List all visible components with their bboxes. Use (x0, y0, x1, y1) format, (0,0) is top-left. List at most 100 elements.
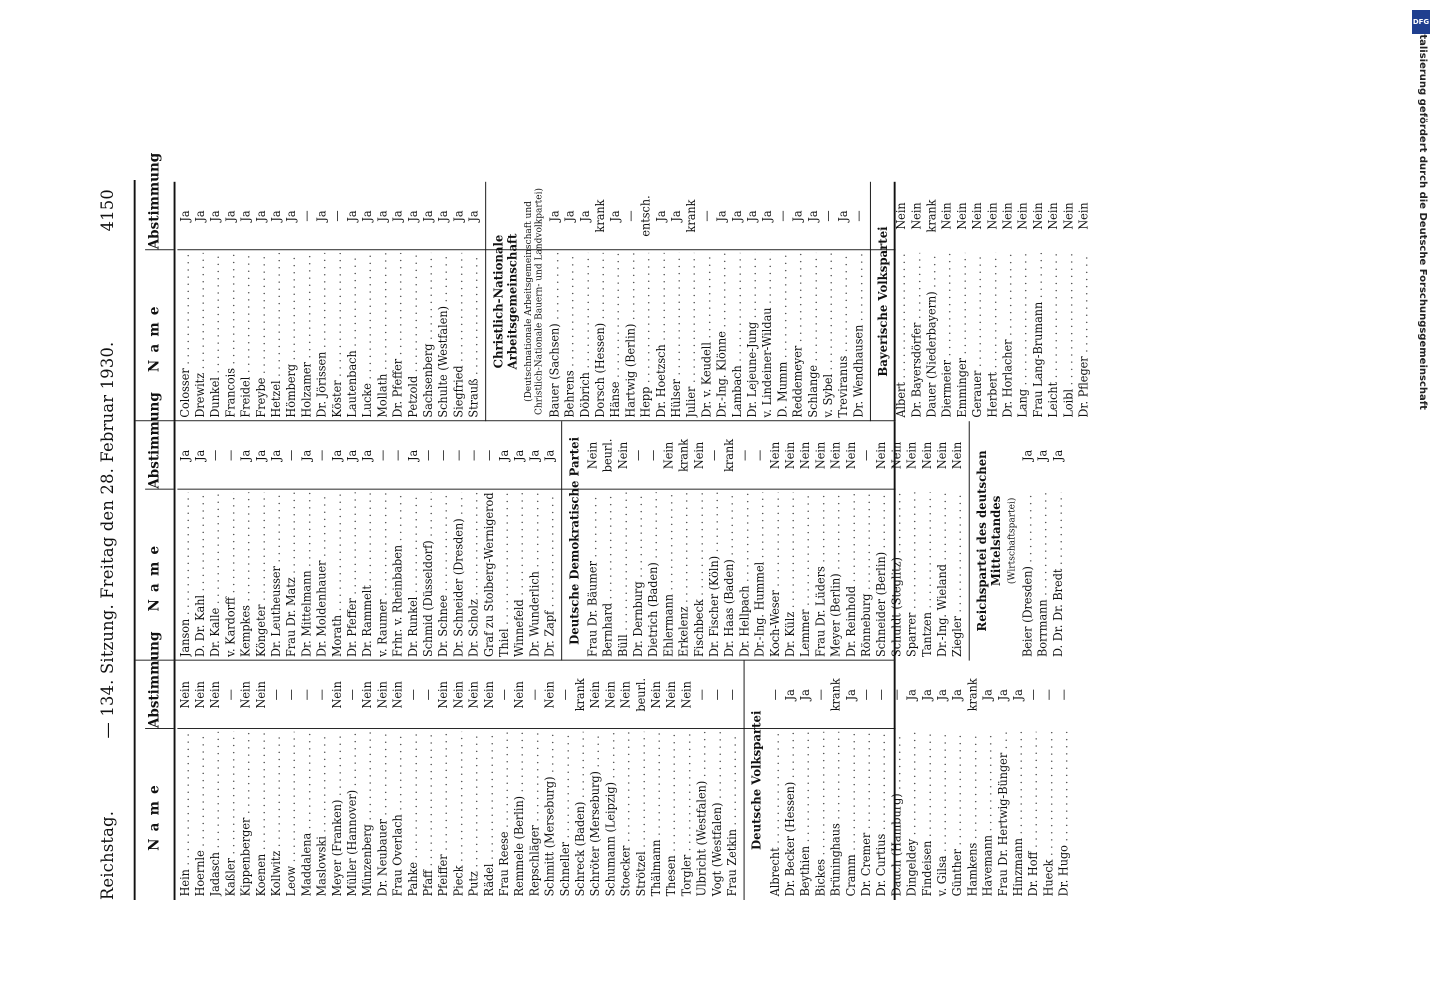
member-vote: Ja (466, 210, 481, 222)
table-row: Hetzel Ja (269, 182, 284, 421)
table-row: Strötzel beurl. (633, 661, 648, 900)
table-row: Köngeter Ja (253, 421, 268, 660)
table-row: Findeisen Ja (919, 661, 934, 900)
member-vote: Ja (238, 210, 253, 222)
member-name: Lucke (360, 253, 375, 417)
member-vote: — (630, 449, 645, 462)
member-name: Loibl (1061, 253, 1076, 418)
table-row: Müller (Hannover) — (345, 661, 360, 900)
member-name: Dr. Reinhold (843, 492, 858, 657)
member-vote: Nein (511, 681, 527, 709)
member-name: Köster (329, 253, 344, 417)
table-row: v. Sybel — (821, 182, 836, 421)
member-vote: Ja (1035, 449, 1050, 462)
member-vote: Ja (729, 210, 744, 222)
table-row: Frau Dr. Lüders Nein (813, 421, 828, 660)
member-name: Dr. Pfeffer (390, 253, 405, 418)
member-vote: Nein (691, 441, 706, 470)
member-vote: Nein (843, 441, 858, 470)
member-name: Dr. Schneider (Dresden) (451, 492, 466, 657)
member-name: Koenen (253, 732, 268, 897)
member-vote: Ja (390, 210, 405, 222)
member-vote: — (299, 689, 314, 701)
table-row: Leow — (284, 661, 299, 900)
table-row: Dr. Rammelt Ja (360, 421, 375, 660)
member-name: Schneider (Berlin) (874, 492, 889, 657)
column-header: Name Abstimmung (135, 392, 176, 661)
table-row: Hänse Ja (608, 182, 623, 421)
member-vote: Ja (653, 210, 668, 222)
column-bottom-rule (893, 421, 896, 661)
table-row: Münzenberg Nein (360, 661, 375, 900)
column-2: NameAbstimmungJansonJaD. Dr. KahlJaDr. K… (135, 392, 1065, 661)
member-vote: Nein (919, 441, 934, 470)
member-vote: krank (828, 678, 843, 712)
table-row: Dr. Pfleger Nein (1076, 182, 1091, 421)
member-vote: entsch. (638, 195, 653, 237)
member-name: Colosser (177, 253, 192, 417)
member-name: Müller (Hannover) (345, 732, 360, 897)
table-row: Dr. Bayersdörfer Nein (909, 182, 924, 421)
member-vote: Nein (893, 202, 908, 230)
member-name: Leow (284, 732, 299, 897)
member-vote: Ja (223, 210, 238, 222)
table-row: Erkelenz krank (676, 421, 691, 660)
party-subheading: (Deutschnationale Arbeitsgemeinschaft un… (523, 188, 545, 415)
table-row: Borrmann Ja (1035, 421, 1050, 660)
member-name: Dr. Scholz (466, 492, 481, 657)
member-vote: Nein (253, 681, 268, 709)
member-vote: Ja (177, 210, 192, 222)
table-row: Dunkel Ja (208, 182, 223, 421)
member-name: Dr. Hoetzsch (653, 253, 668, 417)
member-name: Schreck (Baden) (573, 732, 588, 897)
member-name: v. Sybel (821, 253, 836, 418)
member-vote: — (706, 449, 721, 462)
table-row: Beier (Dresden) Ja (1020, 421, 1035, 660)
member-vote: Ja (375, 210, 390, 222)
table-row: Schumann (Leipzig) Nein (603, 661, 618, 900)
member-vote: Nein (873, 441, 888, 470)
member-name: Bickes (813, 732, 828, 896)
table-row: Hoernle Nein (193, 661, 208, 900)
table-row: Hartwig (Berlin) — (623, 182, 638, 421)
member-vote: Nein (797, 441, 812, 470)
member-name: Bauer (Sachsen) (547, 253, 562, 417)
member-name: Vogt (Westfalen) (709, 732, 724, 896)
member-name: Frau Dr. Hertwig-Bünger (995, 732, 1010, 897)
table-row: Hülser Ja (669, 182, 684, 421)
table-row: Hömberg Ja (284, 182, 299, 421)
vote-header: Abstimmung (145, 392, 174, 490)
member-name: Pahke (405, 732, 420, 896)
table-row: Dingeldey Ja (904, 661, 919, 900)
member-name: Dr. v. Keudell (699, 253, 714, 418)
member-vote: Ja (207, 210, 223, 222)
member-vote: Ja (980, 689, 995, 701)
table-row: Remmele (Berlin) Nein (512, 661, 527, 900)
member-name: Strötzel (633, 732, 648, 896)
member-vote: Ja (405, 210, 420, 222)
member-name: Schmitt (Merseburg) (542, 732, 557, 896)
credit-text: Digitalisierung gefördert durch die Deut… (1417, 12, 1428, 410)
member-name: Hinzmann (1011, 732, 1026, 896)
table-row: Frau Lang-Brumann Nein (1031, 182, 1046, 421)
member-vote: — (858, 689, 873, 701)
member-name: Erkelenz (676, 492, 691, 657)
table-row: Dr. Fischer (Köln) — (707, 421, 722, 660)
member-name: Petzold (405, 253, 420, 418)
member-name: Herbert (985, 253, 1000, 418)
table-row: Dr. Kalle — (208, 421, 223, 660)
member-vote: — (736, 449, 752, 462)
table-row: Stoecker Nein (618, 661, 633, 900)
member-name: Freybe (253, 253, 268, 418)
member-name: Dingeldey (904, 732, 919, 897)
member-vote: Nein (660, 441, 676, 470)
member-name: Frau Zetkin (725, 732, 740, 896)
member-name: Janson (177, 492, 192, 657)
member-name: Dr. Hellpach (737, 492, 752, 657)
member-vote: Nein (812, 441, 828, 470)
member-vote: Nein (828, 441, 843, 470)
table-row: Hepp entsch. (638, 182, 653, 421)
member-vote: Ja (496, 449, 511, 462)
table-row: Schröter (Merseburg) Nein (588, 661, 603, 900)
member-name: Frau Dr. Bäumer (585, 492, 600, 657)
